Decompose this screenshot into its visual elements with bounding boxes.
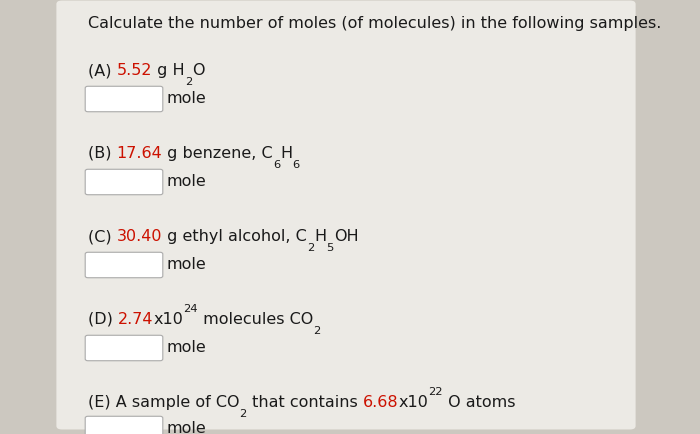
Text: x10: x10 [398, 395, 428, 410]
Text: 6: 6 [273, 160, 280, 170]
Text: 5.52: 5.52 [117, 63, 152, 78]
Text: (B): (B) [88, 146, 117, 161]
Text: 2: 2 [307, 243, 314, 253]
Text: g H: g H [152, 63, 185, 78]
Text: 17.64: 17.64 [117, 146, 162, 161]
Text: O: O [192, 63, 204, 78]
Text: mole: mole [166, 257, 206, 272]
Text: 2: 2 [313, 326, 321, 335]
Text: 6.68: 6.68 [363, 395, 398, 410]
Text: (C): (C) [88, 229, 117, 244]
Text: OH: OH [334, 229, 358, 244]
Text: mole: mole [166, 174, 206, 189]
Text: (A): (A) [88, 63, 117, 78]
Text: molecules CO: molecules CO [198, 312, 313, 327]
Text: 30.40: 30.40 [117, 229, 162, 244]
Text: g ethyl alcohol, C: g ethyl alcohol, C [162, 229, 307, 244]
Text: 5: 5 [326, 243, 334, 253]
Text: 24: 24 [183, 304, 198, 314]
Text: (E) A sample of CO: (E) A sample of CO [88, 395, 239, 410]
Text: (D): (D) [88, 312, 118, 327]
Text: 6: 6 [293, 160, 300, 170]
Text: 22: 22 [428, 387, 442, 397]
Text: g benzene, C: g benzene, C [162, 146, 273, 161]
Text: H: H [280, 146, 293, 161]
Text: O atoms: O atoms [442, 395, 515, 410]
Text: that contains: that contains [247, 395, 363, 410]
Text: Calculate the number of moles (of molecules) in the following samples.: Calculate the number of moles (of molecu… [88, 16, 662, 31]
Text: mole: mole [166, 340, 206, 355]
Text: 2.74: 2.74 [118, 312, 153, 327]
Text: x10: x10 [153, 312, 183, 327]
Text: H: H [314, 229, 326, 244]
Text: 2: 2 [239, 408, 247, 418]
Text: 2: 2 [185, 76, 192, 86]
Text: mole: mole [166, 91, 206, 106]
Text: mole: mole [166, 421, 206, 434]
